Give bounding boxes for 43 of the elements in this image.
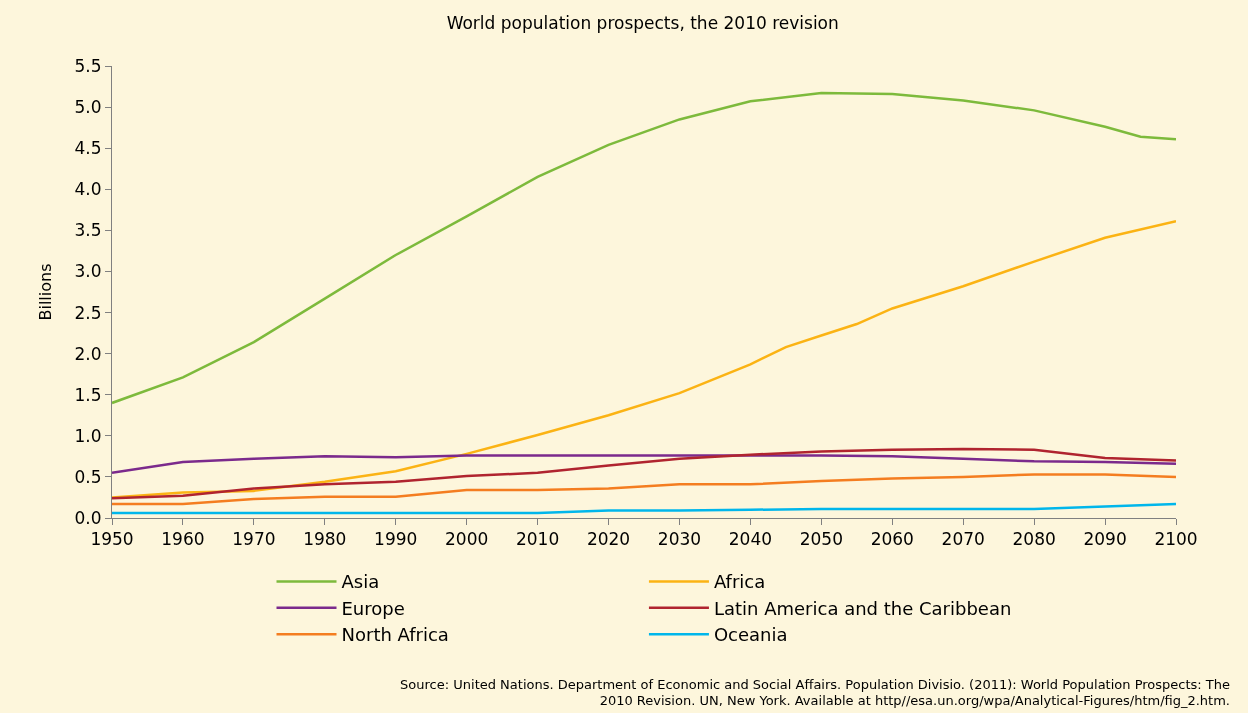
- x-tick-label: 2020: [586, 529, 631, 550]
- y-tick-label: 2.0: [74, 343, 102, 364]
- legend-label: Asia: [341, 571, 380, 593]
- x-tick-label: 2030: [657, 529, 702, 550]
- y-tick-label: 3.0: [74, 261, 102, 282]
- y-tick-label: 3.5: [74, 220, 102, 241]
- y-tick-label: 5.0: [74, 97, 102, 118]
- x-tick-label: 2010: [515, 529, 560, 550]
- line-series: [112, 473, 1176, 506]
- x-tick-label: 2050: [799, 529, 843, 550]
- y-tick-label: 1.5: [74, 384, 102, 405]
- legend-label: Africa: [713, 571, 766, 593]
- legend-label: Europe: [341, 597, 405, 619]
- line-series: [112, 454, 1176, 475]
- y-tick-label: 2.5: [74, 302, 102, 323]
- y-tick-label: 5.5: [74, 55, 102, 76]
- legend-label: North Africa: [341, 624, 449, 646]
- legend-label: Latin America and the Caribbean: [713, 597, 1012, 619]
- x-tick-label: 2000: [445, 529, 489, 550]
- y-tick-label: 4.5: [74, 138, 102, 159]
- x-tick-label: 2090: [1083, 529, 1127, 550]
- x-tick-label: 2080: [1012, 529, 1056, 550]
- x-tick-label: 2040: [728, 529, 773, 550]
- line-series: [112, 502, 1176, 515]
- line-series: [112, 220, 1176, 499]
- x-tick-label: 1970: [232, 529, 276, 550]
- x-tick-label: 2100: [1154, 529, 1198, 550]
- chart-title: World population prospects, the 2010 revision: [446, 12, 839, 33]
- legend-label: Oceania: [713, 624, 788, 646]
- source-note: Source: United Nations. Department of Economic and Social Affairs. Population Divisio. (2011): World Population Prospects: The 2010 Revision. UN, New York. Available at http//esa.un.org/wpa/Analytical-Figures/htm/fig_2.htm.: [399, 677, 1230, 709]
- y-tick-label: 0.0: [74, 507, 102, 528]
- y-tick-label: 4.0: [74, 179, 102, 200]
- x-tick-label: 1960: [161, 529, 205, 550]
- y-tick-label: 1.0: [74, 425, 102, 446]
- line-series: [112, 447, 1176, 500]
- y-axis-title: Billions: [36, 263, 56, 321]
- y-tick-label: 0.5: [74, 466, 102, 487]
- line-series: [112, 91, 1176, 405]
- x-tick-label: 1950: [90, 529, 134, 550]
- x-tick-label: 2070: [941, 529, 985, 550]
- x-tick-label: 2060: [870, 529, 914, 550]
- x-tick-label: 1990: [374, 529, 418, 550]
- x-tick-label: 1980: [303, 529, 347, 550]
